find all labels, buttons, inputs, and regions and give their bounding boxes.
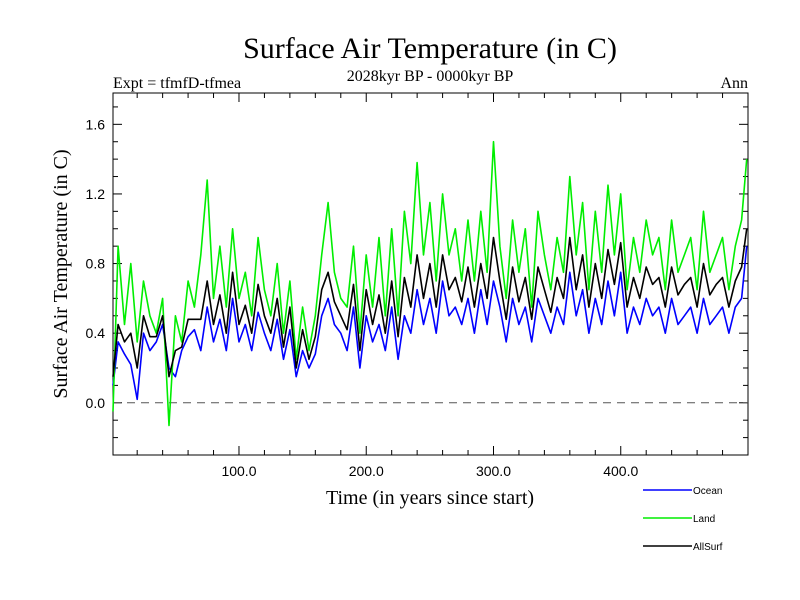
plot-area [112,92,749,456]
x-tick-label: 100.0 [221,463,256,479]
series-line-ocean [112,246,748,401]
chart-subtitle: 2028kyr BP - 0000kyr BP [347,68,514,85]
series-layer [112,140,748,427]
legend: Ocean Land AllSurf [643,486,723,553]
plot-frame [112,92,749,456]
y-tick-label: 0.4 [86,325,106,341]
x-tick-label: 200.0 [349,463,384,479]
legend-label-allsurf: AllSurf [693,542,723,553]
y-tick-label: 1.2 [86,186,106,202]
y-tick-label: 0.0 [86,395,106,411]
chart-title: Surface Air Temperature (in C) [243,32,617,65]
experiment-label: Expt = tfmfD-tfmea [113,75,241,92]
legend-label-land: Land [693,514,715,525]
y-tick-label: 1.6 [86,116,106,132]
y-axis-label: Surface Air Temperature (in C) [50,149,72,398]
x-axis-label: Time (in years since start) [326,487,534,509]
axis-ticks: 100.0 200.0 300.0 400.0 0.0 0.4 0.8 1.2 1.6 [86,93,748,479]
x-tick-label: 400.0 [603,463,638,479]
series-line-allsurf [112,228,748,378]
series-line-land [112,140,748,427]
legend-label-ocean: Ocean [693,486,722,497]
y-tick-label: 0.8 [86,256,106,272]
period-label: Ann [720,75,748,92]
x-tick-label: 300.0 [476,463,511,479]
